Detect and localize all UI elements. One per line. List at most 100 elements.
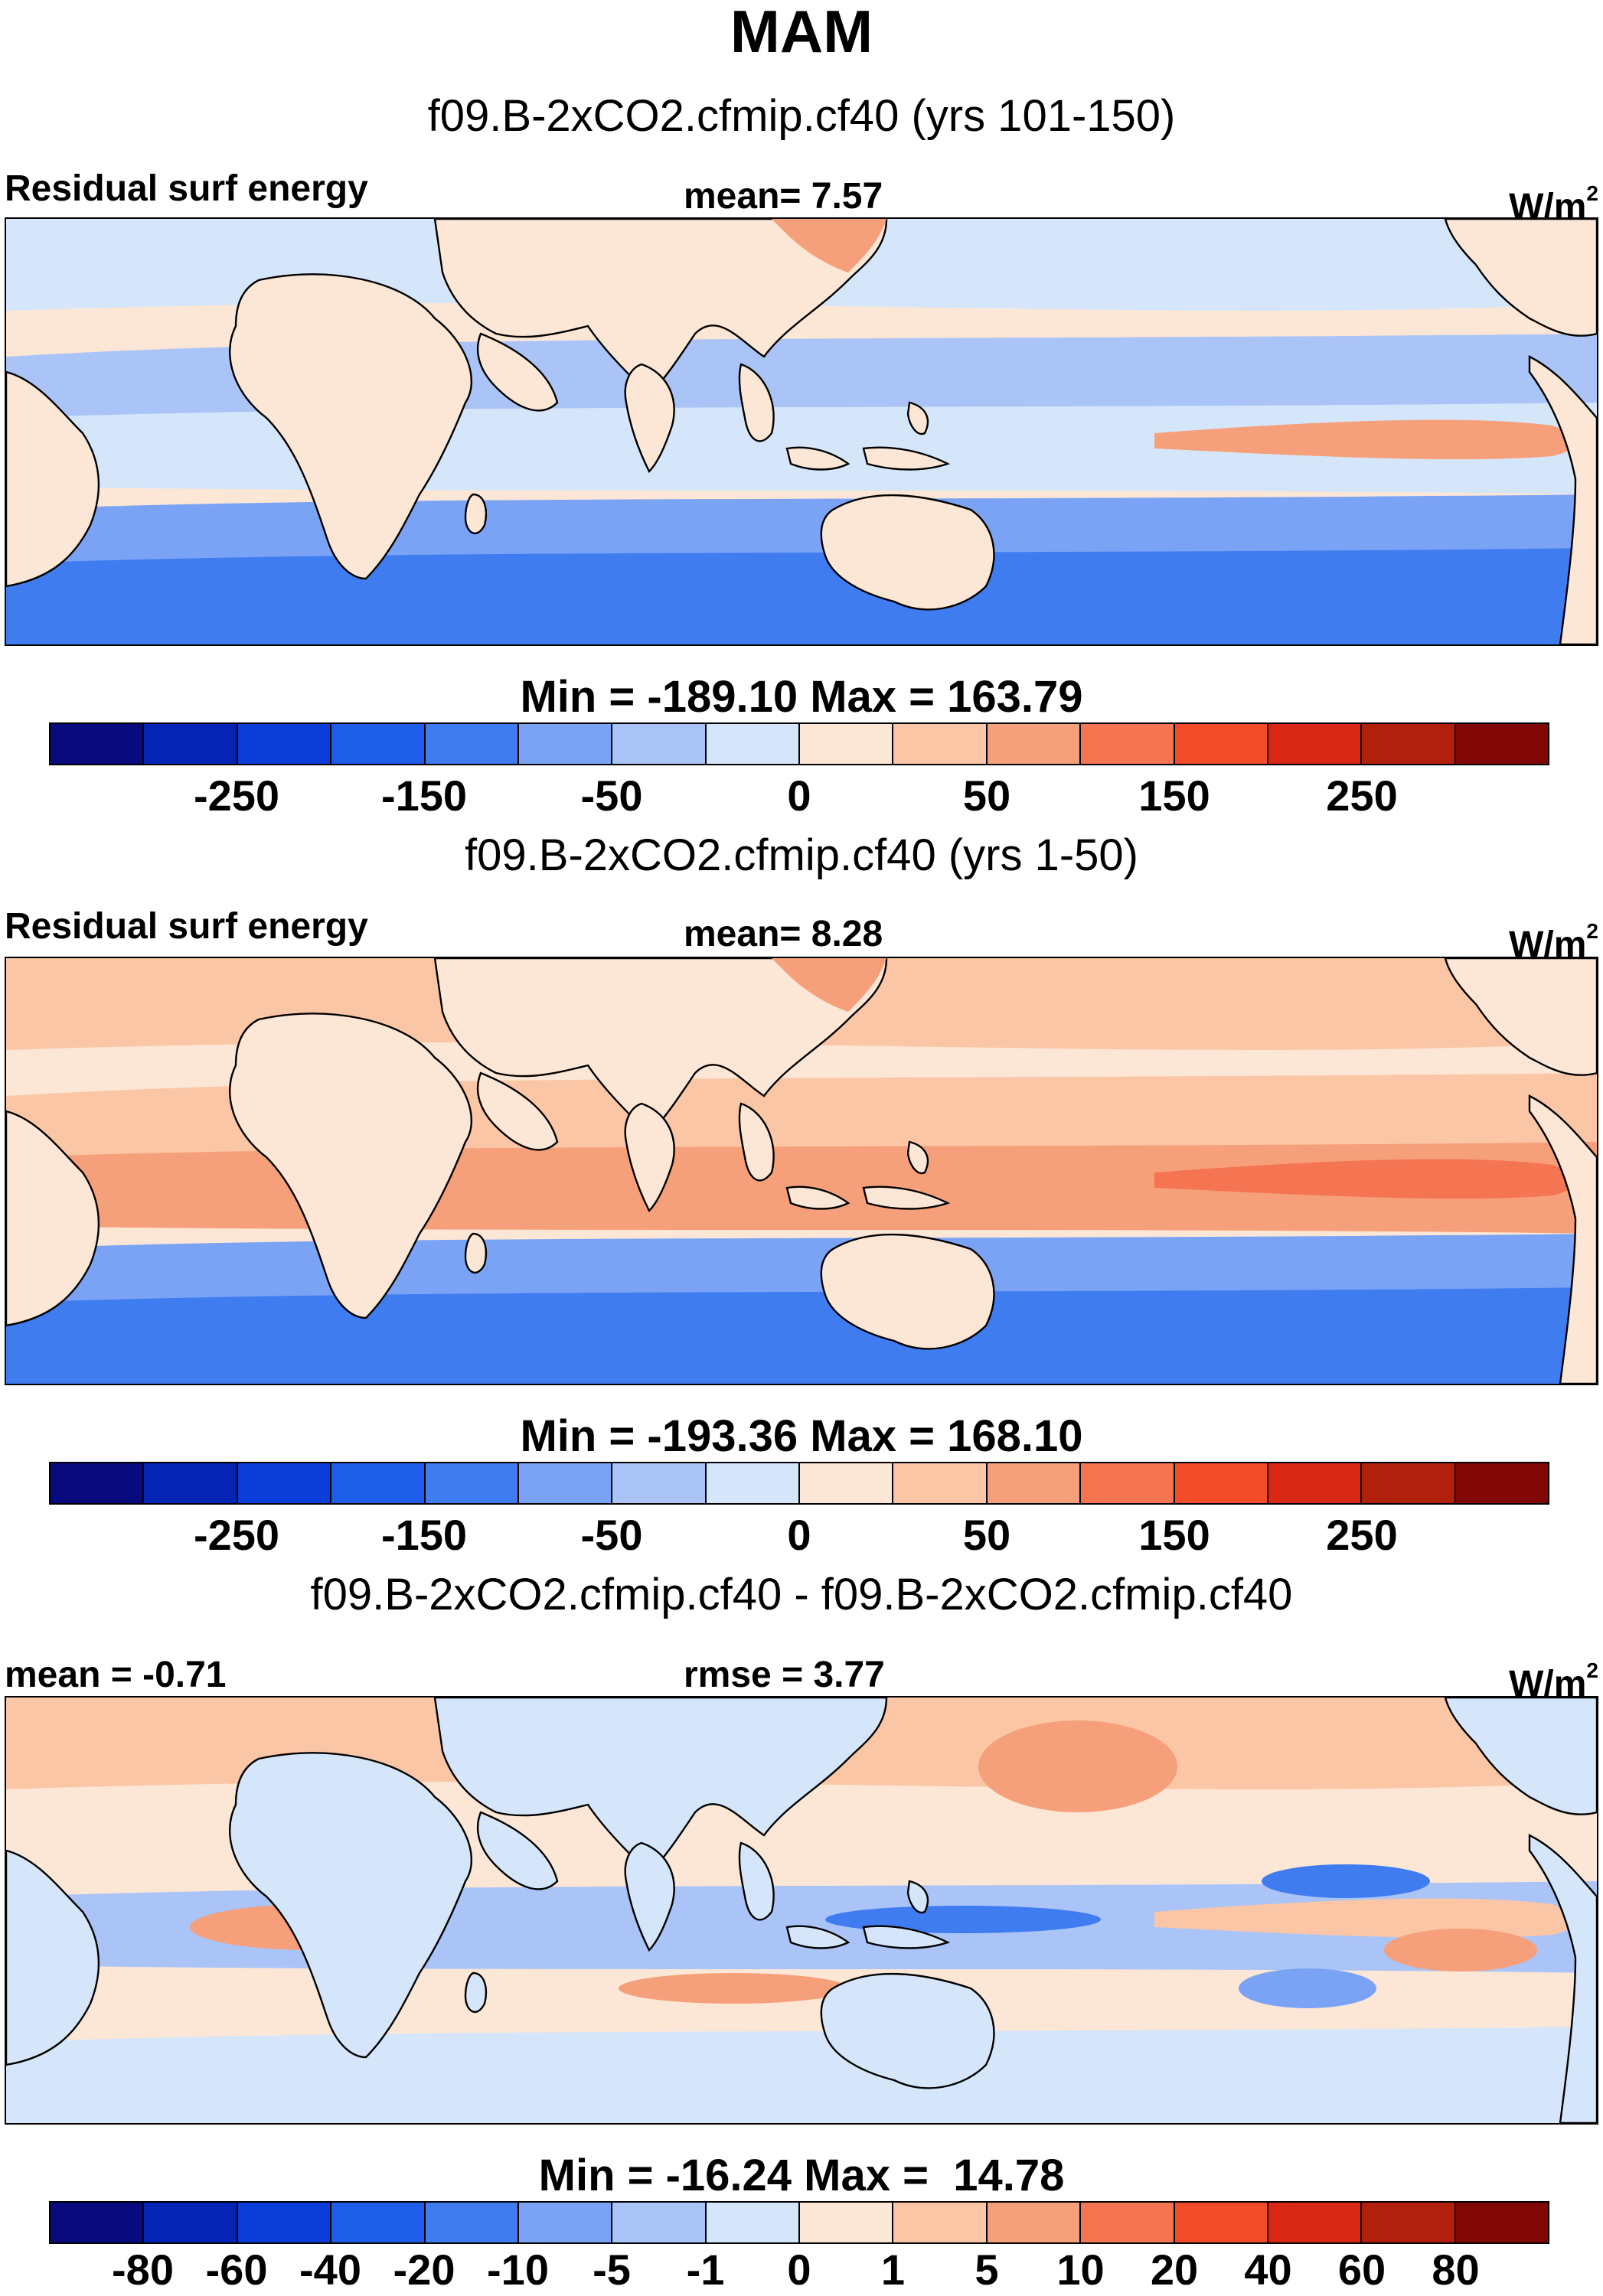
panel-1-title: f09.B-2xCO2.cfmip.cf40 (yrs 101-150) [427,91,1176,141]
colorbar-tick-label: -50 [580,771,643,820]
panel-1-map [5,217,1598,646]
panel-3-map-svg [6,1698,1597,2123]
panel-2-colorbar-ticks: -250 -150 -50 0 50 150 250 [49,1511,1549,1561]
colorbar-tick-label: 5 [975,2245,999,2294]
colorbar-tick-label: 250 [1326,1511,1398,1559]
land-mass [862,1186,951,1210]
land-mass [476,1071,559,1151]
colorbar-tick-label: 150 [1138,771,1210,820]
colorbar-swatch [331,724,426,764]
colorbar-swatch [893,1463,988,1503]
land-mass [906,401,929,435]
colorbar-swatch [237,2203,332,2242]
land-anomaly [772,219,886,272]
land-mass [785,1186,850,1210]
colorbar-tick-label: 10 [1056,2245,1105,2294]
anomaly-patch [978,1720,1177,1812]
land-mass [1444,1698,1597,1815]
colorbar-tick-label: 20 [1150,2245,1199,2294]
colorbar-swatch [893,724,988,764]
colorbar-swatch [51,724,145,764]
colorbar-swatch [51,1463,145,1503]
colorbar-swatch [987,2203,1082,2242]
eastern-max [1154,1159,1575,1199]
land-mass [820,1972,995,2089]
anomaly-patch [1384,1929,1537,1971]
colorbar-swatch [51,2203,145,2242]
panel-1-mean-label: mean= 7.57 [684,176,883,217]
colorbar-swatch [1268,2203,1363,2242]
colorbar-swatch [800,2203,894,2242]
colorbar-tick-label: -50 [580,1511,643,1559]
land-mass [1444,958,1597,1076]
colorbar-swatch [425,724,519,764]
colorbar-swatch [144,724,238,764]
panel-3-title: f09.B-2xCO2.cfmip.cf40 - f09.B-2xCO2.cfm… [310,1570,1293,1619]
colorbar-tick-label: -1 [686,2245,725,2294]
land-mass [738,363,775,442]
land-mass [820,1233,995,1350]
panel-1-map-svg [6,219,1597,644]
colorbar-swatch [237,724,332,764]
colorbar-swatch [1268,1463,1363,1503]
colorbar-tick-label: -60 [205,2245,268,2294]
colorbar-swatch [706,1463,800,1503]
land-mass [624,363,675,474]
colorbar-swatch [425,1463,519,1503]
land-mass [476,1811,559,1890]
colorbar-swatch [706,724,800,764]
colorbar-swatch [893,2203,988,2242]
colorbar-swatch [1362,724,1456,764]
colorbar-swatch [1268,724,1363,764]
land-mass [229,1013,473,1319]
colorbar-tick-label: 0 [787,1511,811,1559]
figure-title: MAM [730,0,873,65]
colorbar-tick-label: -250 [193,1511,280,1559]
colorbar-swatch [800,724,894,764]
land-mass [1444,219,1597,337]
colorbar-tick-label: 250 [1326,771,1398,820]
colorbar-tick-label: -10 [487,2245,549,2294]
colorbar-tick-label: 1 [880,2245,906,2294]
colorbar-tick-label: -250 [193,771,280,820]
south-band-2 [6,2027,1597,2123]
anomaly-patch [1262,1864,1430,1898]
colorbar-tick-label: -80 [112,2245,174,2294]
panel-1-colorbar-ticks: -250 -150 -50 0 50 150 250 [49,771,1549,822]
land-mass [476,332,559,412]
land-mass [906,1140,929,1175]
south-band-2 [6,548,1597,644]
colorbar-swatch [1174,1463,1268,1503]
colorbar-swatch [518,1463,613,1503]
colorbar-swatch [1174,2203,1268,2242]
colorbar-swatch [1174,724,1268,764]
land-mass [464,493,488,535]
colorbar-tick-label: -40 [299,2245,361,2294]
land-mass [433,958,888,1136]
colorbar-tick-label: 60 [1337,2245,1386,2294]
panel-2-title: f09.B-2xCO2.cfmip.cf40 (yrs 1-50) [465,830,1138,880]
colorbar-swatch [987,1463,1082,1503]
colorbar-swatch [1455,2203,1548,2242]
colorbar-swatch [1081,1463,1175,1503]
panel-3-colorbar [49,2201,1549,2244]
land-mass [229,273,473,580]
colorbar-swatch [331,1463,426,1503]
colorbar-tick-label: -5 [593,2245,631,2294]
colorbar-swatch [800,1463,894,1503]
land-mass [785,446,850,471]
panel-2-colorbar [49,1462,1549,1505]
colorbar-swatch [518,724,613,764]
colorbar-tick-label: -150 [380,1511,468,1559]
colorbar-swatch [1455,1463,1548,1503]
land-mass [433,1698,888,1875]
south-band-2 [6,1287,1597,1384]
land-mass [6,370,100,588]
land-mass [433,219,888,396]
panel-3-colorbar-ticks: -80 -60 -40 -20 -10 -5 -1 0 1 5 10 20 40 60 80 [49,2245,1549,2296]
colorbar-swatch [612,1463,707,1503]
land-mass [862,1925,951,1949]
anomaly-patch [619,1973,848,2004]
land-mass [785,1925,850,1949]
colorbar-tick-label: 0 [787,771,811,820]
